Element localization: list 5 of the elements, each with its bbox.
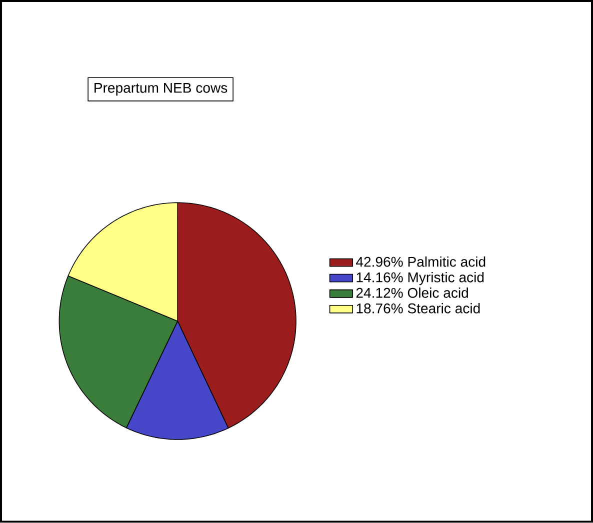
legend-label: 18.76% Stearic acid — [356, 303, 480, 314]
legend-label: 14.16% Myristic acid — [356, 272, 484, 286]
legend-label: 24.12% Oleic acid — [356, 288, 468, 298]
chart-title: Prepartum NEB cows — [94, 83, 228, 96]
legend-label: 42.96% Palmitic acid — [356, 256, 486, 267]
